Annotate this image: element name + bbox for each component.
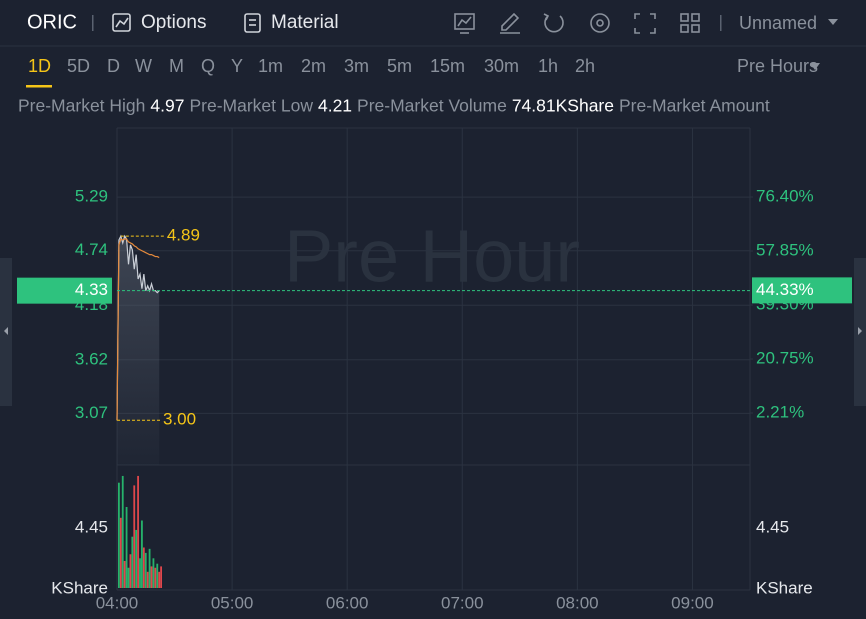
x-tick-label: 08:00 (556, 593, 599, 612)
volume-tick-label: 4.45 (756, 517, 789, 536)
volume-bar (127, 567, 130, 588)
fullscreen-icon[interactable] (634, 13, 656, 34)
volume-bar (119, 517, 122, 588)
timeframe-button[interactable]: 3m (344, 56, 369, 76)
material-icon[interactable] (244, 13, 261, 33)
average-line (116, 238, 160, 421)
volume-bar (129, 554, 132, 588)
price-area (117, 236, 160, 465)
volume-bar (146, 571, 149, 588)
y2-tick-label: 76.40% (756, 186, 814, 205)
options-button[interactable]: Options (141, 12, 206, 33)
volume-bar (137, 475, 139, 588)
stat-value: 4.97 (150, 96, 184, 116)
indicator-icon[interactable] (454, 13, 475, 34)
session-select[interactable]: Pre Hours (737, 56, 818, 76)
volume-bar (125, 506, 128, 588)
x-tick-label: 09:00 (671, 593, 714, 612)
stat-value: 74.81KShare (512, 96, 614, 116)
volume-bar (148, 548, 151, 588)
timeframe-button[interactable]: 1h (538, 56, 558, 76)
volume-bar (150, 566, 153, 588)
volume-bar (121, 475, 124, 588)
reset-icon[interactable] (543, 13, 564, 33)
stat-value: 4.21 (318, 96, 352, 116)
annotation-label: 4.89 (167, 226, 200, 245)
volume-bar (133, 485, 136, 588)
y2-tick-label: 20.75% (756, 349, 814, 368)
volume-bar (131, 536, 134, 588)
volume-bar (118, 482, 120, 588)
timeframe-button[interactable]: 2h (575, 56, 595, 76)
last-pct-box (752, 277, 852, 304)
x-tick-label: 07:00 (441, 593, 484, 612)
timeframe-button[interactable]: 5D (67, 56, 90, 76)
separator (92, 15, 94, 31)
stat-label: Pre-Market Low (189, 96, 313, 116)
arrow (4, 327, 8, 335)
stat-label: Pre-Market Volume (357, 96, 507, 116)
stat-label: Pre-Market High (18, 96, 145, 116)
timeframe-button[interactable]: 1D (28, 56, 51, 76)
timeframe-button[interactable]: Y (231, 56, 243, 76)
last-price-label: 4.33 (75, 280, 108, 299)
settings-icon[interactable] (590, 13, 610, 33)
last-pct-label: 44.33% (756, 280, 814, 299)
last-price-box (17, 277, 112, 304)
dropdown-caret (828, 19, 838, 25)
material-button[interactable]: Material (271, 12, 339, 33)
volume-bar (156, 563, 159, 588)
active-underline (26, 85, 52, 88)
timeframe-button[interactable]: 30m (484, 56, 519, 76)
volume-unit: KShare (756, 578, 813, 597)
timeframe-button[interactable]: 15m (430, 56, 465, 76)
volume-bar (144, 552, 147, 588)
volume-tick-label: 4.45 (75, 517, 108, 536)
watermark: Pre Hour (284, 215, 580, 298)
dropdown-caret (810, 63, 820, 70)
timeframe-button[interactable]: M (169, 56, 184, 76)
separator (720, 15, 722, 31)
y-tick-label: 4.74 (75, 240, 108, 259)
y2-tick-label: 2.21% (756, 402, 804, 421)
arrow (858, 327, 862, 335)
y-tick-label: 3.07 (75, 403, 108, 422)
volume-bar (160, 566, 162, 588)
draw-icon[interactable] (500, 12, 520, 34)
volume-bar (154, 567, 157, 588)
layout-icon[interactable] (680, 13, 700, 33)
layout-name[interactable]: Unnamed (739, 13, 817, 33)
tool-icons (454, 12, 700, 34)
x-tick-label: 05:00 (211, 593, 254, 612)
volume-bar (139, 558, 141, 588)
y-tick-label: 3.62 (75, 349, 108, 368)
volume-bar (142, 547, 145, 588)
timeframe-button[interactable]: W (135, 56, 152, 76)
volume-bar (158, 571, 161, 588)
timeframe-button[interactable]: 2m (301, 56, 326, 76)
annotation-label: 3.00 (163, 410, 196, 429)
x-tick-label: 06:00 (326, 593, 369, 612)
timeframe-button[interactable]: 5m (387, 56, 412, 76)
symbol[interactable]: ORIC (27, 11, 77, 33)
volume-bar (123, 560, 126, 588)
y2-tick-label: 57.85% (756, 240, 814, 259)
price-line (116, 234, 160, 421)
timeframe-button[interactable]: 1m (258, 56, 283, 76)
y-tick-label: 5.29 (75, 187, 108, 206)
timeframe-button[interactable]: D (107, 56, 120, 76)
volume-unit: KShare (51, 578, 108, 597)
options-icon[interactable] (112, 13, 131, 32)
volume-bar (141, 520, 143, 588)
volume-bar (135, 529, 138, 588)
timeframe-button[interactable]: Q (201, 56, 215, 76)
x-tick-label: 04:00 (96, 593, 139, 612)
stat-label: Pre-Market Amount (619, 96, 770, 116)
volume-bar (152, 558, 155, 588)
